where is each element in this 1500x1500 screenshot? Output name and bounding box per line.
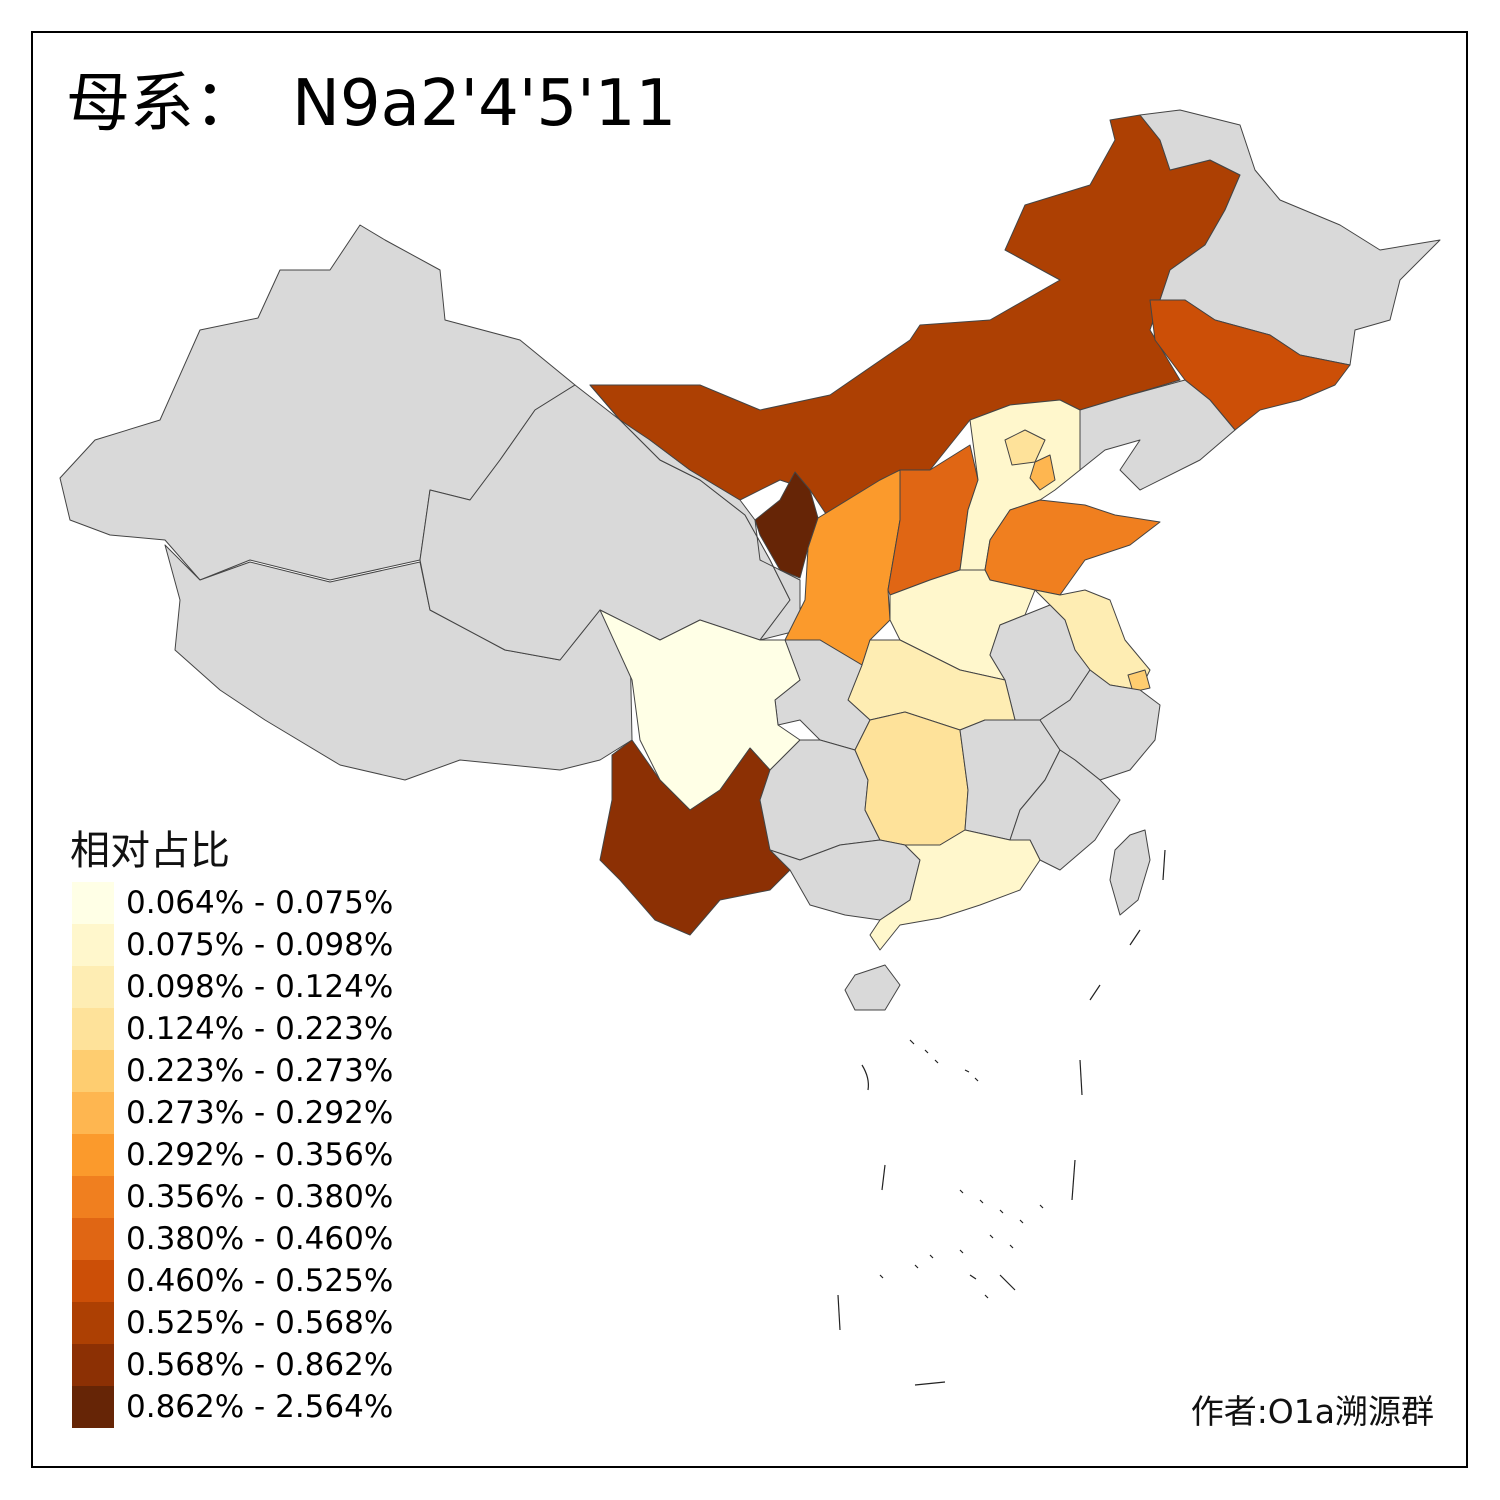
region-hainan bbox=[844, 964, 901, 1011]
legend-title: 相对占比 bbox=[70, 828, 230, 874]
legend-swatch bbox=[72, 1386, 114, 1428]
author-credit: 作者:O1a溯源群 bbox=[1190, 1392, 1434, 1431]
title-haplogroup: N9a2'4'5'11 bbox=[292, 67, 677, 141]
legend-swatch bbox=[72, 1260, 114, 1302]
legend-swatch bbox=[72, 1218, 114, 1260]
title-prefix: 母系： bbox=[66, 67, 258, 141]
legend-label: 0.525% - 0.568% bbox=[126, 1305, 394, 1341]
legend-swatch bbox=[72, 1008, 114, 1050]
region-liaoning bbox=[1079, 379, 1236, 491]
region-yunnan bbox=[599, 739, 791, 936]
legend-swatch bbox=[72, 1050, 114, 1092]
legend-label: 0.862% - 2.564% bbox=[126, 1389, 394, 1425]
region-shandong bbox=[984, 499, 1161, 596]
legend-label: 0.098% - 0.124% bbox=[126, 969, 394, 1005]
legend-label: 0.380% - 0.460% bbox=[126, 1221, 394, 1257]
map-frame bbox=[31, 31, 1468, 1468]
legend-swatch bbox=[72, 1302, 114, 1344]
legend-swatch bbox=[72, 1344, 114, 1386]
legend-label: 0.273% - 0.292% bbox=[126, 1095, 394, 1131]
region-zhejiang bbox=[1039, 669, 1161, 781]
region-tianjin bbox=[1029, 454, 1056, 491]
region-guangdong bbox=[869, 829, 1041, 951]
region-fujian bbox=[1009, 749, 1121, 871]
legend-label: 0.075% - 0.098% bbox=[126, 927, 394, 963]
region-beijing bbox=[1004, 429, 1046, 466]
legend-label: 0.124% - 0.223% bbox=[126, 1011, 394, 1047]
legend-swatch bbox=[72, 1092, 114, 1134]
map-title: 母系： N9a2'4'5'11 bbox=[66, 72, 676, 136]
legend-label: 0.460% - 0.525% bbox=[126, 1263, 394, 1299]
south-china-sea-islands bbox=[837, 849, 1166, 1386]
legend-swatch bbox=[72, 966, 114, 1008]
legend-swatch bbox=[72, 1134, 114, 1176]
legend-label: 0.064% - 0.075% bbox=[126, 885, 394, 921]
legend-label: 0.568% - 0.862% bbox=[126, 1347, 394, 1383]
legend-label: 0.292% - 0.356% bbox=[126, 1137, 394, 1173]
legend-swatch bbox=[72, 924, 114, 966]
legend-label: 0.356% - 0.380% bbox=[126, 1179, 394, 1215]
region-taiwan bbox=[1109, 829, 1151, 916]
legend-swatch bbox=[72, 1176, 114, 1218]
legend-label: 0.223% - 0.273% bbox=[126, 1053, 394, 1089]
region-shanghai bbox=[1127, 669, 1151, 693]
legend-swatch bbox=[72, 882, 114, 924]
